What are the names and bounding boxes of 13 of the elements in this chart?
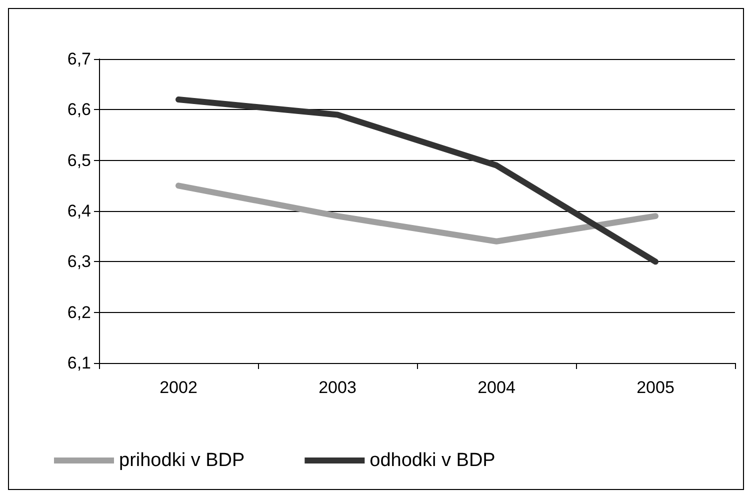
y-tick-label: 6,6	[67, 100, 91, 120]
x-tick-label: 2004	[478, 378, 516, 397]
x-tick-label: 2002	[160, 378, 198, 397]
y-tick-label: 6,3	[67, 252, 91, 272]
y-tick-label: 6,2	[67, 302, 91, 322]
y-tick-label: 6,1	[67, 354, 91, 372]
x-tick-label: 2003	[318, 378, 356, 397]
legend-label: prihodki v BDP	[119, 450, 245, 471]
x-tick-label: 2005	[636, 378, 674, 397]
y-tick-label: 6,7	[67, 50, 91, 68]
y-tick-label: 6,5	[67, 150, 91, 170]
legend-label: odhodki v BDP	[370, 450, 496, 471]
y-tick-label: 6,4	[67, 202, 91, 220]
